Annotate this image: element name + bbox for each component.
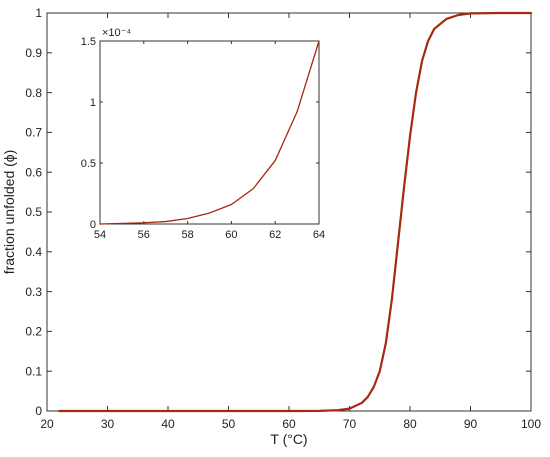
y-tick-label: 0 — [90, 219, 96, 231]
inset-plot-frame — [99, 40, 320, 225]
main-series-line — [58, 11, 533, 413]
y-tick-label: 1.5 — [81, 36, 96, 48]
x-tick-label: 56 — [138, 229, 150, 241]
y-tick-label: 0.2 — [25, 325, 42, 339]
x-tick-label: 64 — [313, 229, 325, 241]
x-tick-label: 80 — [403, 417, 417, 431]
x-tick-label: 58 — [181, 229, 193, 241]
y-tick-label: 0.7 — [25, 126, 42, 140]
y-tick-label: 1 — [35, 6, 42, 20]
y-tick-label: 0.5 — [25, 205, 42, 219]
x-tick-label: 54 — [94, 229, 106, 241]
main-series-layer — [58, 11, 533, 413]
x-tick-label: 90 — [464, 417, 478, 431]
inset-axis-ticks: 54 56 58 60 62 64 0 0.5 1 1.5 — [81, 36, 325, 241]
x-tick-label: 50 — [222, 417, 236, 431]
x-tick-label: 70 — [343, 417, 357, 431]
x-tick-label: 60 — [282, 417, 296, 431]
y-axis-label: fraction unfolded (ϕ) — [1, 150, 17, 275]
y-tick-label: 1 — [90, 97, 96, 109]
x-tick-label: 40 — [161, 417, 175, 431]
inset-series-line — [99, 40, 320, 225]
y-tick-label: 0.1 — [25, 364, 42, 378]
y-tick-label: 0.5 — [81, 158, 96, 170]
y-tick-label: 0.6 — [25, 165, 42, 179]
y-tick-label: 0.3 — [25, 285, 42, 299]
y-tick-label: 0.4 — [25, 245, 42, 259]
inset-scale-label: ×10⁻⁴ — [102, 27, 131, 39]
y-tick-label: 0 — [35, 404, 42, 418]
x-tick-label: 100 — [521, 417, 541, 431]
main-axis-ticks: 20 30 40 50 60 70 80 90 100 0 0.1 0.2 0.3 0.4 0.5 0.6 0.… — [25, 6, 541, 431]
y-tick-label: 0.9 — [25, 46, 42, 60]
y-tick-label: 0.8 — [25, 86, 42, 100]
x-tick-label: 30 — [101, 417, 115, 431]
x-tick-label: 20 — [40, 417, 54, 431]
inset-series-layer — [99, 40, 320, 225]
x-tick-label: 62 — [269, 229, 281, 241]
x-tick-label: 60 — [225, 229, 237, 241]
x-axis-label: T (°C) — [270, 431, 307, 447]
